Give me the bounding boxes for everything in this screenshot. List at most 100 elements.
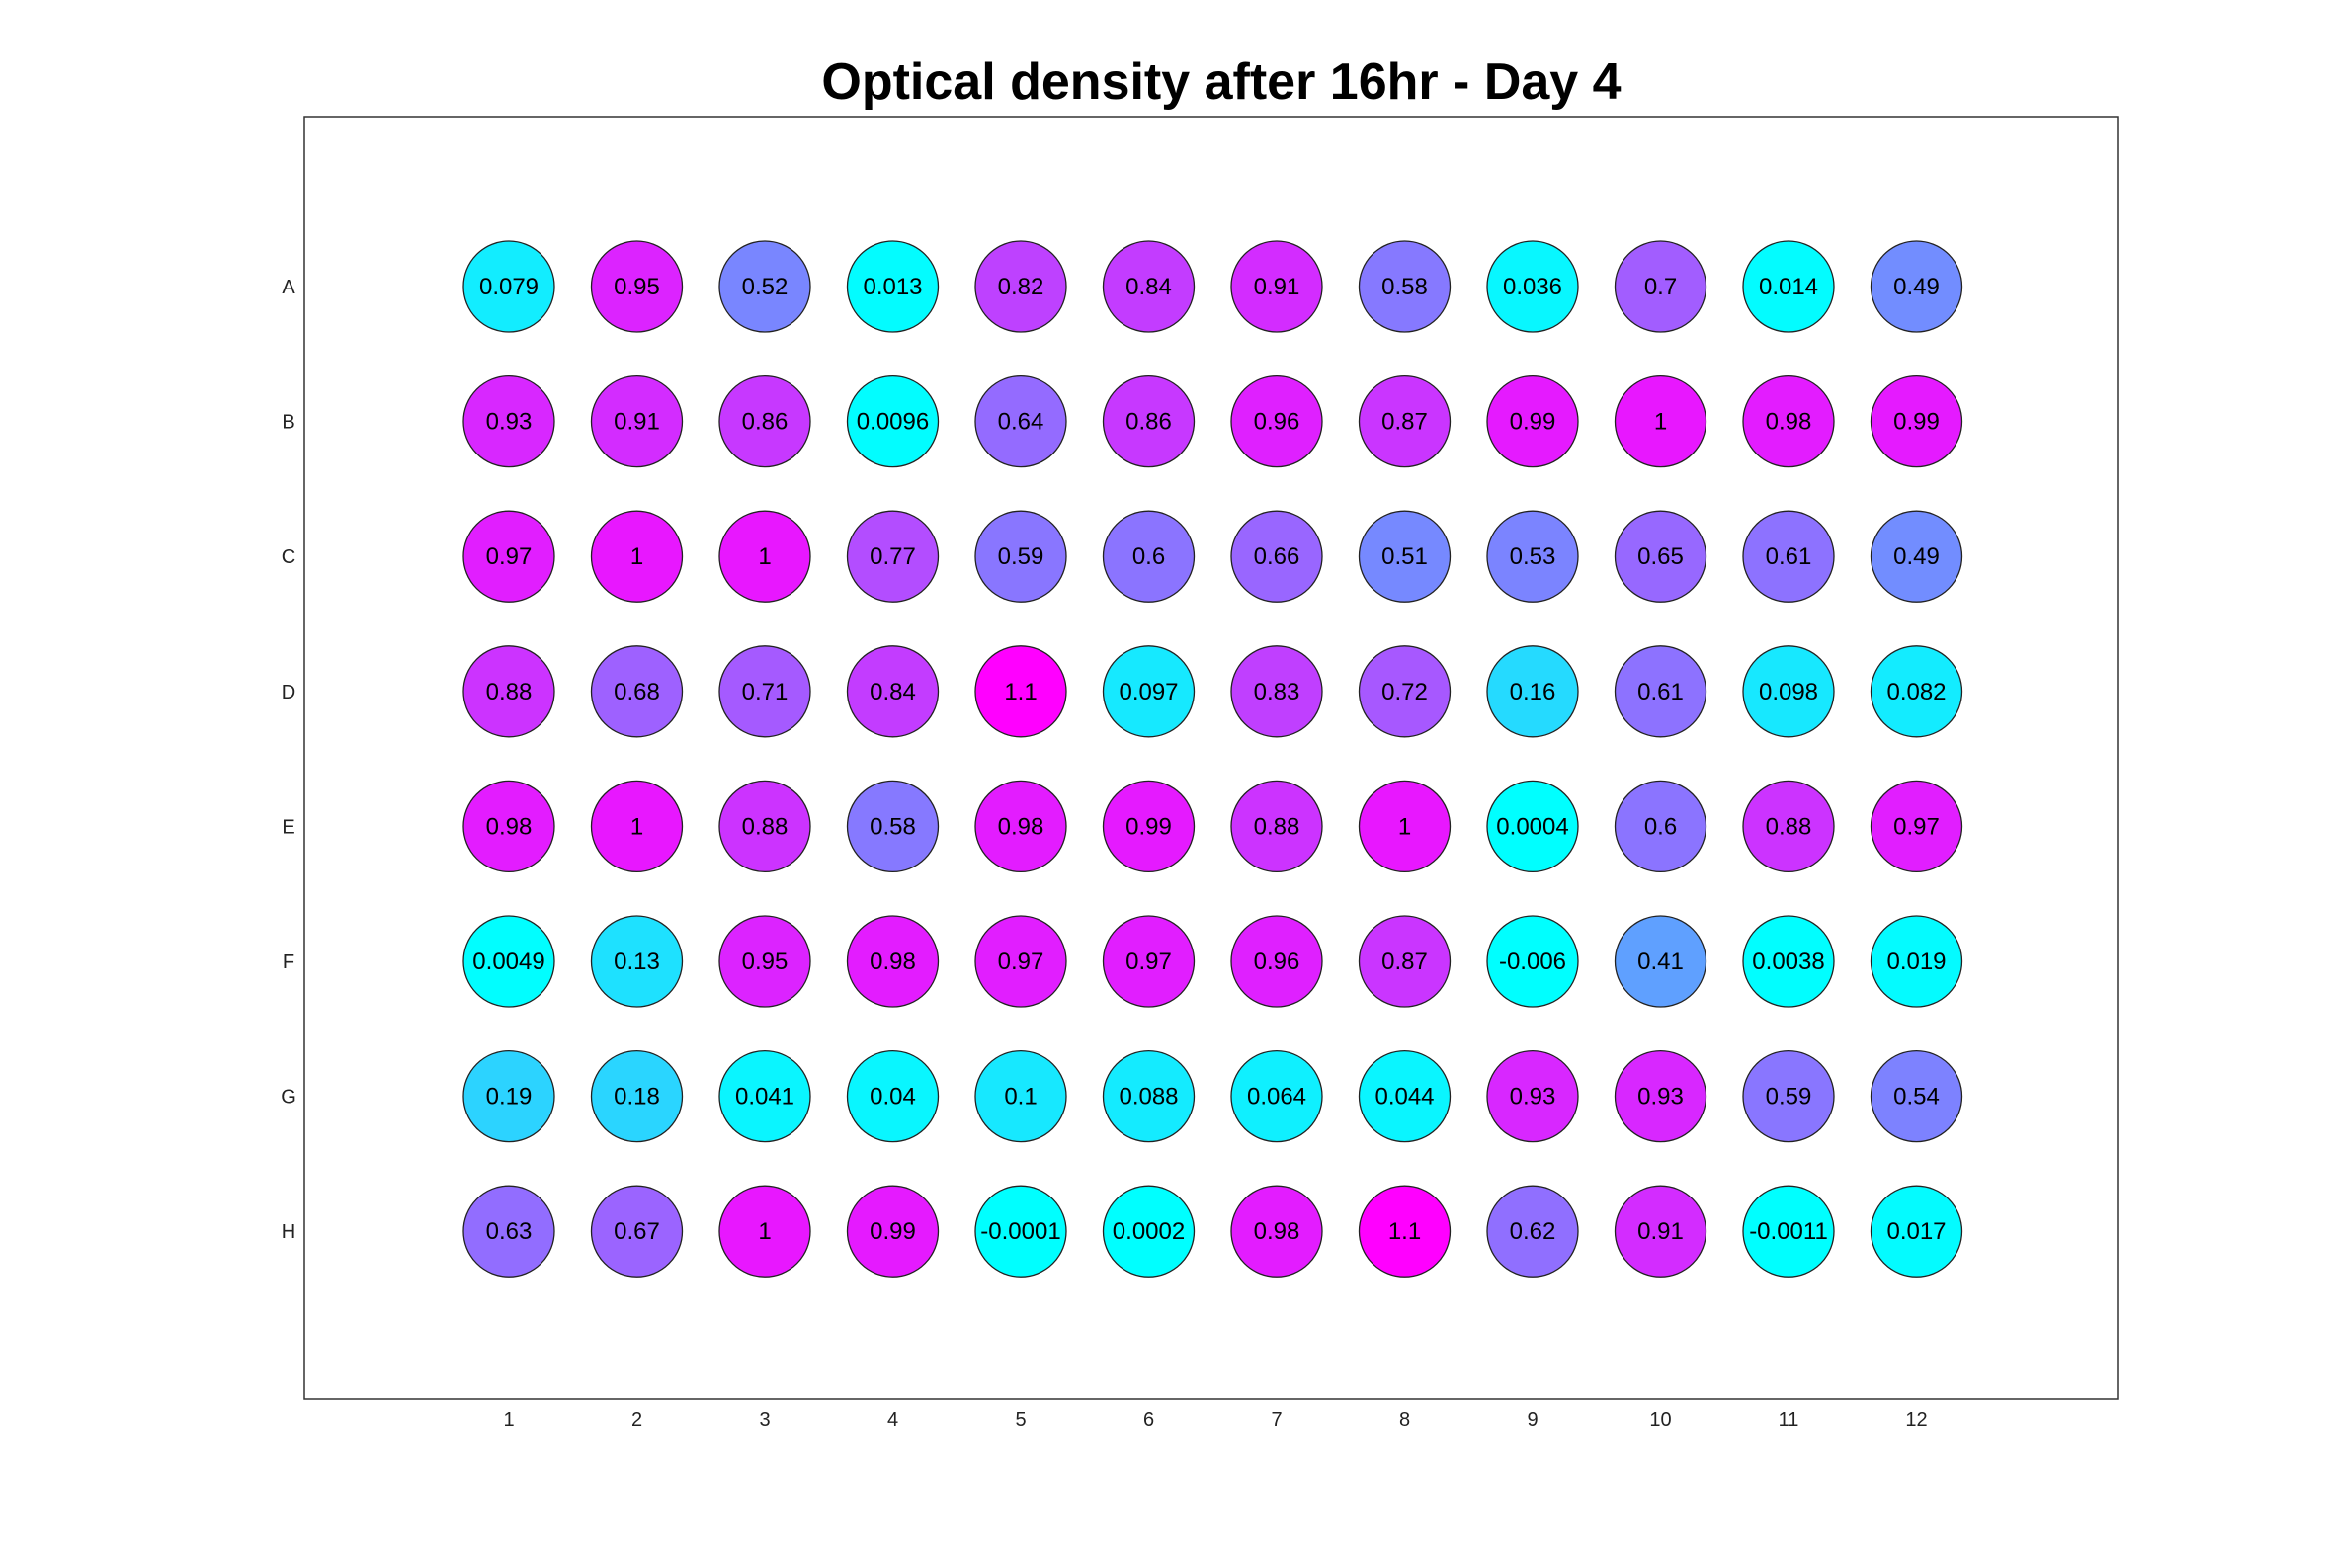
well-value-A2: 0.95	[614, 274, 660, 300]
well-value-D6: 0.097	[1119, 679, 1178, 705]
well-F11	[1742, 915, 1835, 1008]
well-value-F4: 0.98	[870, 949, 916, 975]
column-label-6: 6	[1143, 1409, 1154, 1431]
well-E10	[1614, 780, 1707, 873]
well-value-D3: 0.71	[742, 679, 789, 705]
well-value-E7: 0.88	[1254, 813, 1300, 840]
well-value-C12: 0.49	[1893, 543, 1940, 570]
well-value-H1: 0.63	[486, 1218, 533, 1245]
well-value-B1: 0.93	[486, 409, 533, 436]
well-F4	[846, 915, 940, 1008]
well-value-A4: 0.013	[863, 274, 922, 300]
well-value-A12: 0.49	[1893, 274, 1940, 300]
well-D4	[846, 645, 940, 738]
well-H6	[1102, 1185, 1196, 1278]
well-value-A10: 0.7	[1644, 274, 1677, 300]
well-D8	[1358, 645, 1452, 738]
well-C4	[846, 510, 940, 603]
well-G11	[1742, 1049, 1835, 1143]
well-value-C7: 0.66	[1254, 543, 1300, 570]
well-B8	[1358, 374, 1452, 468]
row-label-E: E	[282, 816, 294, 838]
well-value-A1: 0.079	[479, 274, 539, 300]
column-label-8: 8	[1399, 1409, 1410, 1431]
well-H3	[718, 1185, 811, 1278]
well-value-F2: 0.13	[614, 949, 660, 975]
well-C1	[462, 510, 555, 603]
well-E9	[1486, 780, 1579, 873]
well-value-G1: 0.19	[486, 1084, 533, 1111]
well-value-F11: 0.0038	[1752, 949, 1824, 975]
row-label-F: F	[283, 951, 294, 973]
well-value-E4: 0.58	[870, 813, 916, 840]
well-value-B5: 0.64	[998, 409, 1044, 436]
well-value-H5: -0.0001	[980, 1218, 1060, 1245]
well-G10	[1614, 1049, 1707, 1143]
well-H4	[846, 1185, 940, 1278]
well-value-H11: -0.0011	[1749, 1218, 1828, 1245]
well-H2	[590, 1185, 684, 1278]
well-value-E11: 0.88	[1766, 813, 1812, 840]
well-value-D7: 0.83	[1254, 679, 1300, 705]
well-H1	[462, 1185, 555, 1278]
well-value-F8: 0.87	[1381, 949, 1428, 975]
well-value-A11: 0.014	[1759, 274, 1818, 300]
well-value-B4: 0.0096	[857, 409, 929, 436]
well-D7	[1230, 645, 1323, 738]
row-label-H: H	[282, 1221, 295, 1243]
well-value-G5: 0.1	[1004, 1084, 1037, 1111]
well-A8	[1358, 240, 1452, 333]
well-value-G8: 0.044	[1374, 1084, 1434, 1111]
well-value-A3: 0.52	[742, 274, 789, 300]
well-E8	[1358, 780, 1452, 873]
well-value-E1: 0.98	[486, 813, 533, 840]
well-value-D4: 0.84	[870, 679, 916, 705]
well-value-A7: 0.91	[1254, 274, 1300, 300]
well-value-C4: 0.77	[870, 543, 916, 570]
well-value-E10: 0.6	[1644, 813, 1677, 840]
chart-title: Optical density after 16hr - Day 4	[821, 53, 1621, 111]
well-C6	[1102, 510, 1196, 603]
well-C2	[590, 510, 684, 603]
well-value-D1: 0.88	[486, 679, 533, 705]
well-G9	[1486, 1049, 1579, 1143]
well-B7	[1230, 374, 1323, 468]
well-value-H8: 1.1	[1388, 1218, 1421, 1245]
well-C10	[1614, 510, 1707, 603]
column-label-12: 12	[1905, 1409, 1927, 1431]
well-value-C3: 1	[758, 543, 771, 570]
well-value-B2: 0.91	[614, 409, 660, 436]
row-label-D: D	[282, 682, 295, 703]
well-value-F5: 0.97	[998, 949, 1044, 975]
well-value-E12: 0.97	[1893, 813, 1940, 840]
well-value-C1: 0.97	[486, 543, 533, 570]
well-value-A8: 0.58	[1381, 274, 1428, 300]
well-E1	[462, 780, 555, 873]
row-label-C: C	[282, 546, 295, 568]
well-E12	[1870, 780, 1963, 873]
well-value-A6: 0.84	[1125, 274, 1172, 300]
well-value-G10: 0.93	[1637, 1084, 1684, 1111]
well-C3	[718, 510, 811, 603]
well-value-D2: 0.68	[614, 679, 660, 705]
well-value-H12: 0.017	[1886, 1218, 1946, 1245]
well-A11	[1742, 240, 1835, 333]
well-value-C6: 0.6	[1132, 543, 1165, 570]
well-value-E3: 0.88	[742, 813, 789, 840]
column-label-1: 1	[503, 1409, 514, 1431]
well-value-H10: 0.91	[1637, 1218, 1684, 1245]
well-value-D5: 1.1	[1004, 679, 1037, 705]
well-value-G7: 0.064	[1247, 1084, 1306, 1111]
well-E2	[590, 780, 684, 873]
column-labels: 1 2 3 4 5 6 7 8 9 10 11 12	[503, 1409, 1927, 1431]
well-B9	[1486, 374, 1579, 468]
well-value-B6: 0.86	[1125, 409, 1172, 436]
well-value-E9: 0.0004	[1496, 813, 1568, 840]
well-value-F10: 0.41	[1637, 949, 1684, 975]
well-H8	[1358, 1185, 1452, 1278]
well-A4	[846, 240, 940, 333]
well-value-A9: 0.036	[1503, 274, 1562, 300]
well-D1	[462, 645, 555, 738]
well-C9	[1486, 510, 1579, 603]
well-G7	[1230, 1049, 1323, 1143]
